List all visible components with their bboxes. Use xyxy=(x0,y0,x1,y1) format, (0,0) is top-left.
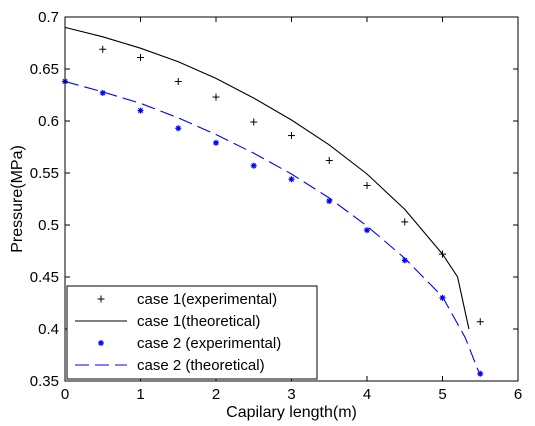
data-point xyxy=(175,125,182,132)
asterisk-stroke xyxy=(213,140,219,146)
data-point xyxy=(363,181,371,189)
legend-marker-asterisk xyxy=(98,340,104,346)
data-point xyxy=(137,54,144,62)
asterisk-stroke xyxy=(100,90,106,96)
data-point xyxy=(99,45,107,53)
legend-label: case 1(experimental) xyxy=(137,291,277,308)
legend-label: case 2 (experimental) xyxy=(137,335,281,352)
data-point xyxy=(212,93,220,101)
data-point xyxy=(288,176,295,183)
asterisk-stroke xyxy=(288,176,295,182)
asterisk-stroke xyxy=(175,125,181,131)
axes-layer: 0 1 2 3 4 5 6 0.35 0.4 0.45 0.5 0.55 0.6 0.65 0.7 xyxy=(30,9,522,403)
data-point xyxy=(364,227,370,234)
x-tick-label: 4 xyxy=(363,386,371,403)
data-point xyxy=(476,318,484,326)
y-tick-label: 0.65 xyxy=(30,61,59,78)
asterisk-stroke xyxy=(137,108,144,114)
series-4 xyxy=(64,80,481,377)
y-tick-label: 0.6 xyxy=(38,113,59,130)
asterisk-stroke xyxy=(98,340,104,346)
legend-item: case 1(experimental) xyxy=(97,291,277,308)
x-tick-label: 6 xyxy=(514,386,522,403)
data-point xyxy=(250,118,258,126)
legend-box xyxy=(66,285,318,380)
y-tick-label: 0.35 xyxy=(30,373,59,390)
y-tick-label: 0.45 xyxy=(30,269,59,286)
x-tick-label: 1 xyxy=(136,386,144,403)
series-line-4 xyxy=(64,80,481,377)
x-tick-label: 3 xyxy=(287,386,295,403)
data-point xyxy=(174,77,182,85)
data-point xyxy=(250,162,257,169)
series-line-2 xyxy=(64,26,470,330)
legend-item: case 2 (theoretical) xyxy=(75,357,265,374)
asterisk-stroke xyxy=(477,371,483,377)
asterisk-stroke xyxy=(364,227,370,233)
asterisk-stroke xyxy=(251,163,257,169)
x-tick-label: 2 xyxy=(212,386,220,403)
data-point xyxy=(213,139,219,146)
legend-label: case 2 (theoretical) xyxy=(137,357,265,374)
legend-item: case 2 (experimental) xyxy=(98,335,281,352)
legend-marker-plus xyxy=(97,295,105,303)
y-tick-label: 0.5 xyxy=(38,217,59,234)
x-axis-label: Capilary length(m) xyxy=(226,404,357,421)
x-tick-label: 0 xyxy=(61,386,69,403)
y-tick-label: 0.55 xyxy=(30,165,59,182)
series-1 xyxy=(99,45,484,326)
legend-item: case 1(theoretical) xyxy=(75,313,260,330)
data-point xyxy=(99,89,106,96)
legend-label: case 1(theoretical) xyxy=(137,313,260,330)
y-tick-label: 0.4 xyxy=(38,321,59,338)
series-2 xyxy=(64,26,470,330)
data-point xyxy=(288,132,295,140)
y-axis-label: Pressure(MPa) xyxy=(9,145,26,253)
y-tick-label: 0.7 xyxy=(38,9,59,26)
data-point xyxy=(137,107,144,114)
legend: case 1(experimental) case 1(theoretical) c… xyxy=(66,285,318,380)
data-point xyxy=(401,218,409,226)
series-layer xyxy=(62,26,484,377)
x-tick-label: 5 xyxy=(438,386,446,403)
data-point xyxy=(325,157,333,165)
